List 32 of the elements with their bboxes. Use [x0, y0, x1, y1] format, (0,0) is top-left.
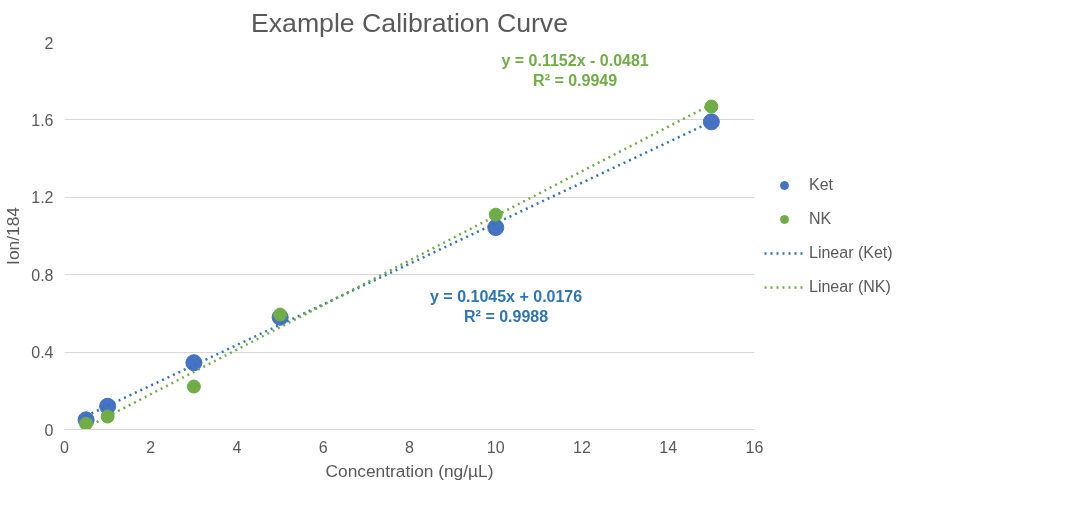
y-tick-label: 0.8	[31, 266, 54, 284]
legend-label: NK	[809, 209, 833, 228]
x-tick-label: 8	[405, 438, 415, 456]
y-tick-label: 2	[44, 34, 54, 52]
point	[186, 379, 201, 394]
annotation: y = 0.1045x + 0.0176 R² = 0.9988	[430, 287, 583, 326]
point	[100, 409, 115, 424]
x-tick-label: 2	[146, 438, 156, 456]
x-tick-label: 0	[60, 438, 70, 456]
point	[704, 99, 719, 114]
point	[273, 307, 288, 322]
point	[488, 207, 503, 222]
y-tick-label: 0	[44, 421, 54, 439]
y-axis-title: Ion/184	[3, 206, 24, 265]
x-axis-title: Concentration (ng/µL)	[325, 460, 494, 481]
x-tick-label: 14	[659, 438, 678, 456]
x-tick-label: 10	[486, 438, 505, 456]
point	[79, 416, 94, 430]
legend-label: Ket	[809, 175, 834, 194]
y-tick-label: 0.4	[31, 344, 54, 362]
point	[702, 113, 720, 131]
y-tick-label: 1.6	[31, 111, 54, 129]
point	[185, 354, 203, 372]
chart-title: Example Calibration Curve	[250, 7, 569, 38]
x-tick-label: 12	[573, 438, 591, 456]
legend-label: Linear (NK)	[809, 277, 891, 296]
x-tick-label: 6	[318, 438, 328, 456]
legend-label: Linear (Ket)	[809, 243, 893, 262]
x-tick-label: 16	[745, 438, 764, 456]
annotation: y = 0.1152x - 0.0481 R² = 0.9949	[501, 51, 649, 89]
x-tick-label: 4	[232, 438, 242, 456]
y-tick-label: 1.2	[31, 189, 54, 207]
